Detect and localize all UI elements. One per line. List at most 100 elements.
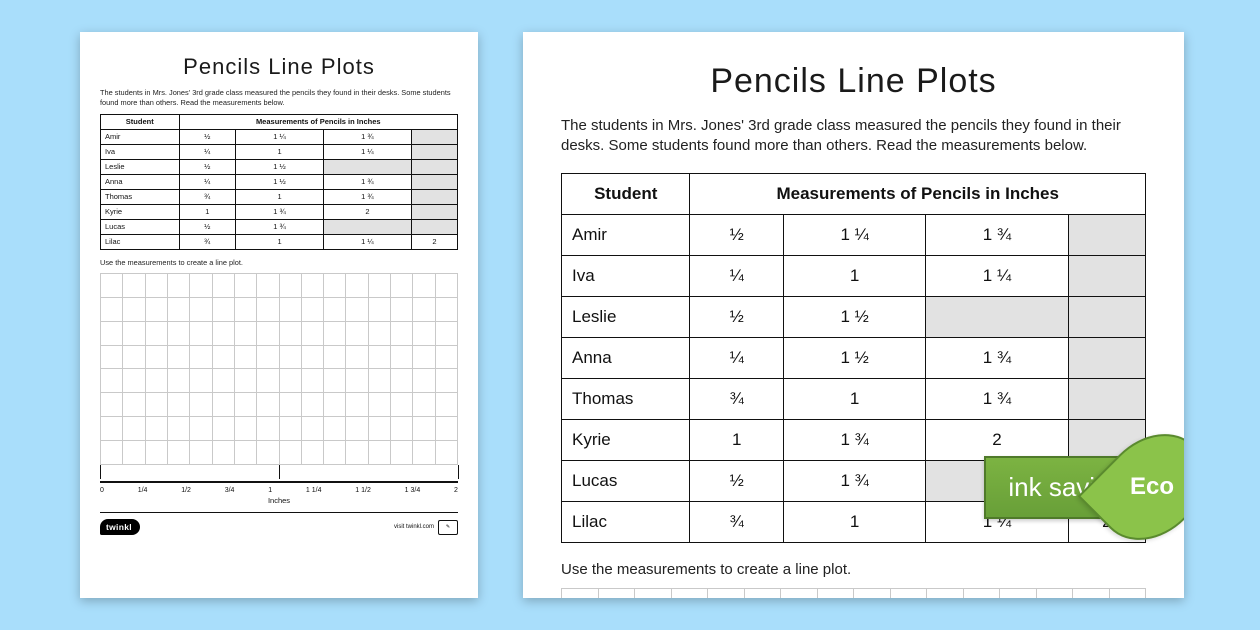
right-table-measurement-3-0: ¼ [690,337,784,378]
right-table-measurement-5-0: 1 [690,419,784,460]
right-table-measurement-1-1: 1 [784,255,926,296]
left-table-measurement-6-2 [323,219,411,234]
left-plot-cell-0 [101,274,123,298]
left-table-measurement-7-0: ¾ [179,234,236,249]
left-plot-cell-124 [369,441,391,465]
left-plot-cell-60 [369,346,391,370]
right-plot-cell-2 [635,589,672,599]
left-plot-cell-64 [101,369,123,393]
left-plot-cell-103 [257,417,279,441]
eco-promo-badge[interactable]: ink saving Eco [984,428,1184,546]
left-axis-title: Inches [100,496,458,505]
left-table-row-thomas: Thomas ¾ 1 1 ¾ [101,189,458,204]
right-table-student-name-0: Amir [562,214,690,255]
left-plot-cell-127 [436,441,458,465]
right-table-measurement-2-3 [1068,296,1145,337]
left-table-measurement-4-3 [411,189,457,204]
left-axis-labels: 0 1/4 1/2 3/4 1 1 1/4 1 1/2 1 3/4 2 [100,487,458,494]
right-plot-cell-6 [781,589,818,599]
left-table-measurement-2-1: 1 ½ [236,159,324,174]
left-plot-cell-90 [324,393,346,417]
left-plot-cell-47 [436,322,458,346]
left-page-title: Pencils Line Plots [100,54,458,80]
left-plot-cell-93 [391,393,413,417]
visit-text-left: visit twinkl.com [394,524,434,530]
left-plot-cell-52 [190,346,212,370]
left-plot-cell-4 [190,274,212,298]
twinkl-logo-left[interactable]: twinkl [100,519,140,535]
right-plot-cell-7 [818,589,855,599]
left-plot-grid [100,273,458,465]
left-plot-cell-95 [436,393,458,417]
left-plot-cell-97 [123,417,145,441]
left-page-thumbnail: Pencils Line Plots The students in Mrs. … [80,32,478,598]
left-plot-cell-109 [391,417,413,441]
left-plot-cell-87 [257,393,279,417]
left-plot-cell-38 [235,322,257,346]
left-page-intro-text: The students in Mrs. Jones' 3rd grade cl… [100,88,458,108]
left-plot-cell-59 [346,346,368,370]
left-plot-cell-104 [280,417,302,441]
visit-block-left: visit twinkl.com ✎ [394,520,458,535]
left-table-measurement-6-3 [411,219,457,234]
left-plot-cell-20 [190,298,212,322]
left-plot-cell-99 [168,417,190,441]
left-plot-cell-2 [146,274,168,298]
right-table-student-name-2: Leslie [562,296,690,337]
left-plot-cell-33 [123,322,145,346]
left-table-measurement-7-1: 1 [236,234,324,249]
left-plot-cell-41 [302,322,324,346]
right-plot-cell-11 [964,589,1001,599]
left-plot-cell-22 [235,298,257,322]
twinkl-badge-icon-left[interactable]: ✎ [438,520,458,535]
left-footer-row: twinkl visit twinkl.com ✎ [100,519,458,535]
left-plot-cell-122 [324,441,346,465]
left-table-student-name-5: Kyrie [101,204,180,219]
left-plot-cell-119 [257,441,279,465]
left-plot-cell-96 [101,417,123,441]
right-plot-cell-13 [1037,589,1074,599]
left-table-measurement-7-2: 1 ¼ [323,234,411,249]
left-plot-cell-100 [190,417,212,441]
left-plot-cell-92 [369,393,391,417]
left-plot-cell-13 [391,274,413,298]
right-table-student-name-6: Lucas [562,460,690,501]
right-table-measurement-0-1: 1 ¼ [784,214,926,255]
left-table-measurement-3-1: 1 ½ [236,174,324,189]
left-plot-cell-89 [302,393,324,417]
right-table-student-name-5: Kyrie [562,419,690,460]
left-plot-cell-21 [213,298,235,322]
left-table-measurement-1-1: 1 [236,144,324,159]
right-plot-grid [561,588,1146,599]
left-plot-cell-46 [413,322,435,346]
left-table-measurement-4-1: 1 [236,189,324,204]
left-plot-cell-126 [413,441,435,465]
left-plot-cell-18 [146,298,168,322]
left-instruction-text: Use the measurements to create a line pl… [100,258,458,267]
left-table-measurement-2-2 [323,159,411,174]
left-table-measurement-5-2: 2 [323,204,411,219]
left-plot-cell-82 [146,393,168,417]
left-plot-cell-28 [369,298,391,322]
left-plot-cell-34 [146,322,168,346]
right-plot-cell-0 [562,589,599,599]
right-table-measurement-2-1: 1 ½ [784,296,926,337]
right-table-measurement-0-2: 1 ¾ [926,214,1068,255]
left-table-measurement-7-3: 2 [411,234,457,249]
left-plot-cell-51 [168,346,190,370]
left-table-measurement-0-1: 1 ¼ [236,129,324,144]
right-table-row-thomas: Thomas ¾ 1 1 ¾ [562,378,1146,419]
left-plot-cell-50 [146,346,168,370]
left-axis-ticks [100,465,458,483]
left-plot-cell-112 [101,441,123,465]
left-plot-cell-67 [168,369,190,393]
left-plot-cell-72 [280,369,302,393]
right-plot-cell-9 [891,589,928,599]
right-line-plot-area[interactable] [561,588,1146,599]
left-line-plot-area[interactable]: 0 1/4 1/2 3/4 1 1 1/4 1 1/2 1 3/4 2 Inch… [100,273,458,505]
right-table-measurement-4-1: 1 [784,378,926,419]
right-table-measurement-3-3 [1068,337,1145,378]
left-plot-cell-125 [391,441,413,465]
left-table-measurement-6-0: ½ [179,219,236,234]
